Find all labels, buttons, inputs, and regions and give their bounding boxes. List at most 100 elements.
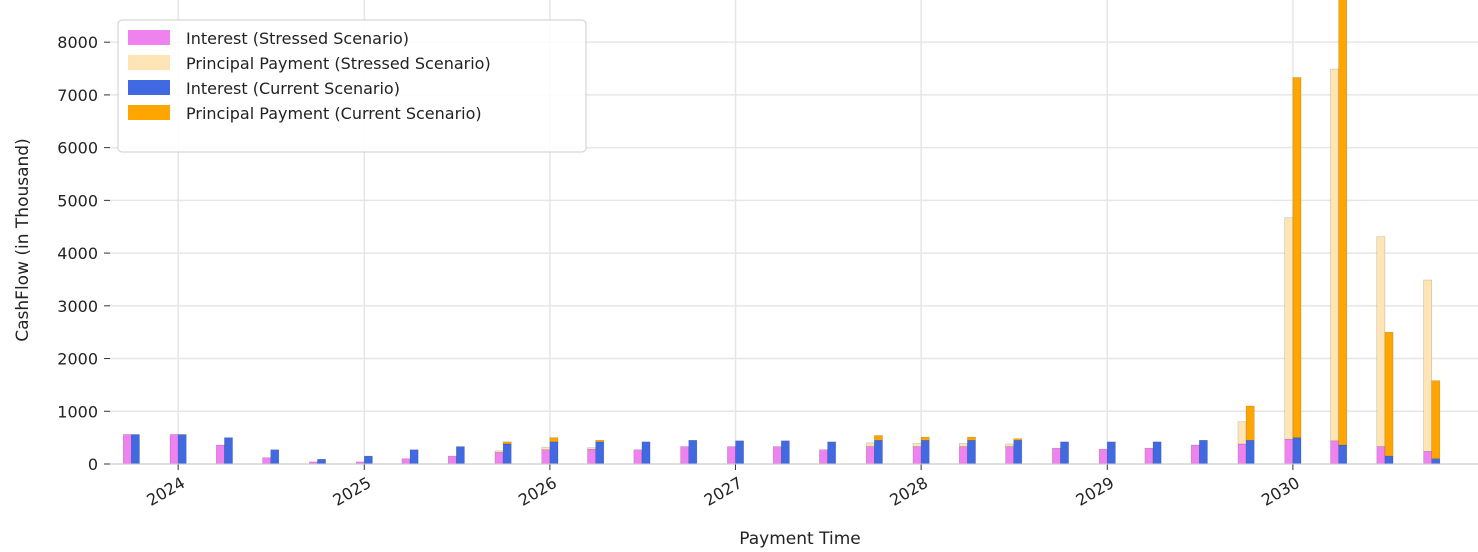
bar-principal-payment-stressed-scenario: [865, 442, 875, 447]
bar-principal-payment-stressed-scenario: [494, 450, 504, 453]
bar-principal-payment-current-scenario: [549, 437, 559, 443]
bar-interest-stressed-scenario: [1190, 444, 1200, 465]
legend-label: Principal Payment (Stressed Scenario): [186, 54, 491, 73]
y-tick-label: 1000: [57, 402, 98, 421]
y-axis-label: CashFlow (in Thousand): [13, 138, 33, 341]
bar-interest-stressed-scenario: [401, 458, 411, 465]
bar-interest-stressed-scenario: [122, 434, 132, 465]
y-tick-label: 6000: [57, 139, 98, 158]
bar-interest-current-scenario: [1107, 441, 1116, 465]
bar-interest-current-scenario: [641, 441, 651, 465]
bars: [122, 0, 1441, 465]
bar-interest-current-scenario: [549, 441, 559, 465]
bar-interest-stressed-scenario: [1098, 448, 1108, 465]
legend-label: Interest (Current Scenario): [186, 79, 400, 98]
bar-interest-stressed-scenario: [1052, 447, 1061, 465]
bar-interest-current-scenario: [1060, 441, 1069, 465]
bar-interest-current-scenario: [688, 440, 698, 465]
bar-interest-current-scenario: [409, 449, 419, 465]
bar-interest-stressed-scenario: [1330, 440, 1339, 465]
y-tick-label: 8000: [57, 33, 98, 52]
x-tick-label: 2026: [515, 473, 560, 510]
y-tick-label: 7000: [57, 86, 98, 105]
bar-interest-current-scenario: [317, 459, 326, 465]
bar-principal-payment-current-scenario: [1431, 380, 1441, 459]
y-tick-label: 3000: [57, 297, 98, 316]
legend-label: Principal Payment (Current Scenario): [186, 104, 482, 123]
bar-interest-current-scenario: [502, 443, 512, 465]
bar-interest-stressed-scenario: [494, 452, 504, 465]
bar-interest-stressed-scenario: [680, 446, 689, 465]
bar-interest-current-scenario: [177, 434, 187, 465]
bar-interest-current-scenario: [1199, 440, 1208, 465]
legend-swatch: [128, 55, 170, 70]
bar-interest-stressed-scenario: [772, 446, 782, 465]
bar-interest-current-scenario: [781, 440, 790, 465]
bar-interest-stressed-scenario: [1144, 447, 1154, 465]
bar-principal-payment-current-scenario: [1338, 0, 1348, 446]
bar-interest-current-scenario: [920, 440, 930, 465]
x-axis-label: Payment Time: [739, 529, 860, 548]
legend-swatch: [128, 30, 170, 45]
bar-interest-stressed-scenario: [819, 449, 828, 465]
legend-swatch: [128, 80, 170, 95]
bar-principal-payment-stressed-scenario: [1284, 217, 1294, 440]
bar-interest-current-scenario: [1431, 458, 1441, 465]
bar-principal-payment-stressed-scenario: [1330, 68, 1339, 442]
bar-interest-stressed-scenario: [262, 457, 271, 465]
legend: Interest (Stressed Scenario) Principal Pa…: [117, 19, 587, 153]
y-tick-label: 2000: [57, 350, 98, 369]
bar-principal-payment-stressed-scenario: [1376, 236, 1386, 447]
bar-interest-stressed-scenario: [912, 446, 922, 465]
bar-principal-payment-stressed-scenario: [541, 446, 551, 451]
bar-interest-current-scenario: [967, 440, 976, 465]
bar-principal-payment-current-scenario: [595, 440, 605, 443]
legend-box: [117, 19, 587, 153]
bar-interest-current-scenario: [1338, 444, 1348, 465]
bar-interest-current-scenario: [735, 440, 744, 465]
bar-interest-stressed-scenario: [727, 446, 736, 465]
bar-interest-stressed-scenario: [633, 449, 643, 465]
bar-interest-stressed-scenario: [1005, 446, 1014, 465]
y-tick-label: 4000: [57, 244, 98, 263]
x-tick-label: 2028: [886, 473, 931, 510]
bar-principal-payment-current-scenario: [967, 436, 976, 441]
bar-principal-payment-current-scenario: [1013, 438, 1023, 441]
bar-interest-current-scenario: [456, 446, 465, 465]
y-tick-label: 0: [88, 455, 98, 474]
bar-interest-stressed-scenario: [959, 446, 968, 465]
x-tick-label: 2025: [330, 473, 375, 510]
bar-principal-payment-stressed-scenario: [1005, 443, 1014, 447]
bar-principal-payment-stressed-scenario: [1237, 421, 1247, 445]
bar-principal-payment-stressed-scenario: [587, 447, 596, 450]
bar-interest-stressed-scenario: [1376, 446, 1386, 465]
legend-swatch: [128, 105, 170, 120]
legend-label: Interest (Stressed Scenario): [186, 29, 409, 48]
y-tick-label: 5000: [57, 191, 98, 210]
bar-interest-stressed-scenario: [1237, 443, 1247, 465]
bar-interest-current-scenario: [270, 449, 280, 465]
bar-interest-current-scenario: [131, 434, 140, 465]
x-tick-label: 2024: [143, 473, 188, 510]
bar-interest-current-scenario: [1384, 455, 1394, 465]
bar-principal-payment-stressed-scenario: [1423, 279, 1432, 452]
bar-interest-current-scenario: [1013, 440, 1023, 465]
bar-interest-current-scenario: [224, 437, 233, 465]
bar-principal-payment-current-scenario: [502, 441, 512, 445]
bar-principal-payment-current-scenario: [920, 436, 930, 441]
bar-principal-payment-stressed-scenario: [912, 443, 922, 447]
bar-interest-current-scenario: [1292, 437, 1302, 465]
bar-interest-current-scenario: [827, 441, 836, 465]
bar-interest-stressed-scenario: [587, 448, 596, 465]
bar-principal-payment-current-scenario: [1292, 77, 1302, 438]
bar-interest-stressed-scenario: [169, 434, 179, 465]
bar-principal-payment-current-scenario: [1245, 405, 1255, 441]
bar-principal-payment-current-scenario: [1384, 331, 1394, 457]
bar-interest-stressed-scenario: [1423, 451, 1432, 465]
bar-interest-stressed-scenario: [216, 444, 225, 465]
x-tick-label: 2029: [1073, 473, 1118, 510]
bar-interest-current-scenario: [1245, 440, 1255, 465]
x-tick-label: 2027: [701, 473, 746, 510]
